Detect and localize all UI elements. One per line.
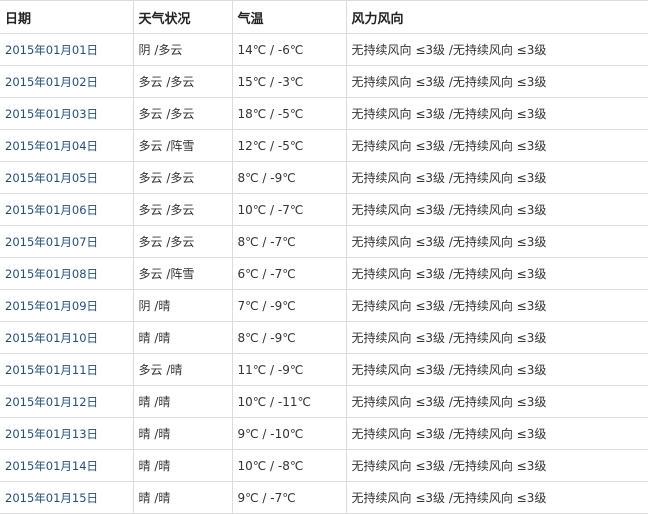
- date-link[interactable]: 2015年01月07日: [5, 234, 99, 249]
- table-row: 2015年01月11日 多云 /晴 11℃ / -9℃ 无持续风向 ≤3级 /无持续风…: [0, 353, 648, 386]
- date-link[interactable]: 2015年01月13日: [5, 426, 99, 441]
- table-row: 2015年01月08日 多云 /阵雪 6℃ / -7℃ 无持续风向 ≤3级 /无持续风…: [0, 257, 648, 290]
- table-row: 2015年01月04日 多云 /阵雪 12℃ / -5℃ 无持续风向 ≤3级 /无持续…: [0, 129, 648, 162]
- date-cell: 2015年01月14日: [0, 449, 134, 482]
- weather-cell: 晴 /晴: [132, 449, 233, 482]
- weather-cell: 多云 /晴: [132, 353, 233, 386]
- wind-cell: 无持续风向 ≤3级 /无持续风向 ≤3级: [345, 129, 648, 162]
- temp-cell: 18℃ / -5℃: [231, 97, 347, 130]
- table-row: 2015年01月07日 多云 /多云 8℃ / -7℃ 无持续风向 ≤3级 /无持续风…: [0, 225, 648, 258]
- table-row: 2015年01月14日 晴 /晴 10℃ / -8℃ 无持续风向 ≤3级 /无持续风向…: [0, 449, 648, 482]
- temp-cell: 8℃ / -9℃: [231, 161, 347, 194]
- date-link[interactable]: 2015年01月12日: [5, 394, 99, 409]
- date-link[interactable]: 2015年01月03日: [5, 106, 99, 121]
- temp-cell: 15℃ / -3℃: [231, 65, 347, 98]
- wind-cell: 无持续风向 ≤3级 /无持续风向 ≤3级: [345, 65, 648, 98]
- date-cell: 2015年01月04日: [0, 129, 134, 162]
- date-link[interactable]: 2015年01月10日: [5, 330, 99, 345]
- wind-cell: 无持续风向 ≤3级 /无持续风向 ≤3级: [345, 481, 648, 514]
- date-cell: 2015年01月07日: [0, 225, 134, 258]
- date-link[interactable]: 2015年01月01日: [5, 42, 99, 57]
- table-row: 2015年01月02日 多云 /多云 15℃ / -3℃ 无持续风向 ≤3级 /无持续…: [0, 65, 648, 98]
- table-row: 2015年01月09日 阴 /晴 7℃ / -9℃ 无持续风向 ≤3级 /无持续风向 …: [0, 289, 648, 322]
- date-cell: 2015年01月01日: [0, 33, 134, 66]
- weather-cell: 多云 /阵雪: [132, 129, 233, 162]
- temp-cell: 6℃ / -7℃: [231, 257, 347, 290]
- date-link[interactable]: 2015年01月04日: [5, 138, 99, 153]
- date-link[interactable]: 2015年01月02日: [5, 74, 99, 89]
- header-row: 日期 天气状况 气温 风力风向: [0, 0, 648, 34]
- date-cell: 2015年01月03日: [0, 97, 134, 130]
- wind-cell: 无持续风向 ≤3级 /无持续风向 ≤3级: [345, 353, 648, 386]
- date-cell: 2015年01月15日: [0, 481, 134, 514]
- table-row: 2015年01月15日 晴 /晴 9℃ / -7℃ 无持续风向 ≤3级 /无持续风向 …: [0, 481, 648, 514]
- table-row: 2015年01月03日 多云 /多云 18℃ / -5℃ 无持续风向 ≤3级 /无持续…: [0, 97, 648, 130]
- table-row: 2015年01月10日 晴 /晴 8℃ / -9℃ 无持续风向 ≤3级 /无持续风向 …: [0, 321, 648, 354]
- date-cell: 2015年01月05日: [0, 161, 134, 194]
- table-row: 2015年01月13日 晴 /晴 9℃ / -10℃ 无持续风向 ≤3级 /无持续风向…: [0, 417, 648, 450]
- date-cell: 2015年01月13日: [0, 417, 134, 450]
- temp-cell: 8℃ / -9℃: [231, 321, 347, 354]
- weather-cell: 晴 /晴: [132, 481, 233, 514]
- wind-cell: 无持续风向 ≤3级 /无持续风向 ≤3级: [345, 289, 648, 322]
- date-link[interactable]: 2015年01月15日: [5, 490, 99, 505]
- temp-cell: 10℃ / -11℃: [231, 385, 347, 418]
- wind-cell: 无持续风向 ≤3级 /无持续风向 ≤3级: [345, 193, 648, 226]
- wind-cell: 无持续风向 ≤3级 /无持续风向 ≤3级: [345, 321, 648, 354]
- date-link[interactable]: 2015年01月05日: [5, 170, 99, 185]
- header-weather: 天气状况: [132, 0, 233, 34]
- weather-cell: 多云 /多云: [132, 97, 233, 130]
- wind-cell: 无持续风向 ≤3级 /无持续风向 ≤3级: [345, 385, 648, 418]
- wind-cell: 无持续风向 ≤3级 /无持续风向 ≤3级: [345, 97, 648, 130]
- temp-cell: 8℃ / -7℃: [231, 225, 347, 258]
- weather-cell: 晴 /晴: [132, 417, 233, 450]
- weather-cell: 阴 /晴: [132, 289, 233, 322]
- date-cell: 2015年01月09日: [0, 289, 134, 322]
- temp-cell: 9℃ / -7℃: [231, 481, 347, 514]
- date-link[interactable]: 2015年01月14日: [5, 458, 99, 473]
- weather-cell: 多云 /多云: [132, 225, 233, 258]
- weather-cell: 晴 /晴: [132, 321, 233, 354]
- date-link[interactable]: 2015年01月08日: [5, 266, 99, 281]
- date-link[interactable]: 2015年01月11日: [5, 362, 99, 377]
- weather-cell: 阴 /多云: [132, 33, 233, 66]
- table-row: 2015年01月12日 晴 /晴 10℃ / -11℃ 无持续风向 ≤3级 /无持续风…: [0, 385, 648, 418]
- wind-cell: 无持续风向 ≤3级 /无持续风向 ≤3级: [345, 449, 648, 482]
- wind-cell: 无持续风向 ≤3级 /无持续风向 ≤3级: [345, 257, 648, 290]
- wind-cell: 无持续风向 ≤3级 /无持续风向 ≤3级: [345, 161, 648, 194]
- temp-cell: 10℃ / -8℃: [231, 449, 347, 482]
- table-row: 2015年01月05日 多云 /多云 8℃ / -9℃ 无持续风向 ≤3级 /无持续风…: [0, 161, 648, 194]
- weather-cell: 晴 /晴: [132, 385, 233, 418]
- table-row: 2015年01月06日 多云 /多云 10℃ / -7℃ 无持续风向 ≤3级 /无持续…: [0, 193, 648, 226]
- table-row: 2015年01月01日 阴 /多云 14℃ / -6℃ 无持续风向 ≤3级 /无持续风…: [0, 33, 648, 66]
- temp-cell: 12℃ / -5℃: [231, 129, 347, 162]
- wind-cell: 无持续风向 ≤3级 /无持续风向 ≤3级: [345, 417, 648, 450]
- wind-cell: 无持续风向 ≤3级 /无持续风向 ≤3级: [345, 33, 648, 66]
- date-cell: 2015年01月10日: [0, 321, 134, 354]
- weather-cell: 多云 /多云: [132, 193, 233, 226]
- header-wind: 风力风向: [345, 0, 648, 34]
- header-temp: 气温: [231, 0, 347, 34]
- date-cell: 2015年01月06日: [0, 193, 134, 226]
- wind-cell: 无持续风向 ≤3级 /无持续风向 ≤3级: [345, 225, 648, 258]
- temp-cell: 10℃ / -7℃: [231, 193, 347, 226]
- temp-cell: 14℃ / -6℃: [231, 33, 347, 66]
- date-link[interactable]: 2015年01月06日: [5, 202, 99, 217]
- weather-cell: 多云 /多云: [132, 65, 233, 98]
- date-cell: 2015年01月12日: [0, 385, 134, 418]
- weather-cell: 多云 /多云: [132, 161, 233, 194]
- date-cell: 2015年01月02日: [0, 65, 134, 98]
- header-date: 日期: [0, 0, 134, 34]
- temp-cell: 9℃ / -10℃: [231, 417, 347, 450]
- date-cell: 2015年01月08日: [0, 257, 134, 290]
- date-cell: 2015年01月11日: [0, 353, 134, 386]
- temp-cell: 7℃ / -9℃: [231, 289, 347, 322]
- temp-cell: 11℃ / -9℃: [231, 353, 347, 386]
- weather-cell: 多云 /阵雪: [132, 257, 233, 290]
- date-link[interactable]: 2015年01月09日: [5, 298, 99, 313]
